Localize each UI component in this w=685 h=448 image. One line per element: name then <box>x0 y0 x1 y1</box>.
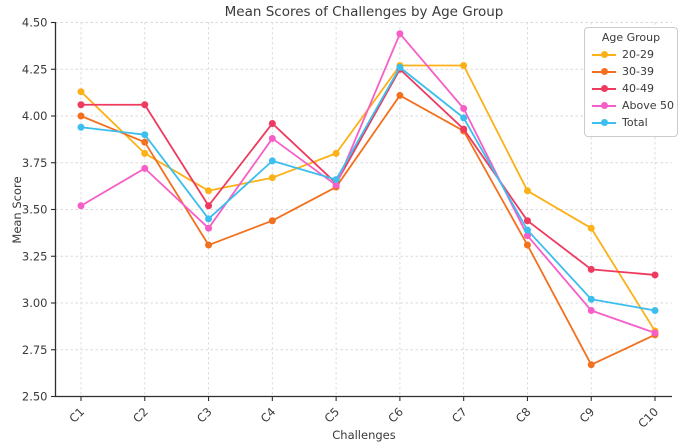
y-tick-label: 3.50 <box>22 203 48 217</box>
data-point-marker <box>332 181 340 189</box>
data-point-marker <box>205 241 213 249</box>
legend-line-dot-icon <box>592 85 616 92</box>
data-point-marker <box>77 112 85 120</box>
legend-label: 20-29 <box>622 48 654 61</box>
legend: Age Group 20-29 30-39 40-49 Above 50 Total <box>584 27 678 137</box>
series-total <box>77 63 659 314</box>
data-point-marker <box>77 101 85 109</box>
series-line <box>80 66 656 312</box>
x-axis-label: Challenges <box>332 428 396 442</box>
legend-items: 20-29 30-39 40-49 Above 50 Total <box>592 46 674 131</box>
data-point-marker <box>205 215 213 223</box>
data-point-marker <box>268 217 276 225</box>
series-line <box>80 68 656 276</box>
y-tick-label: 3.25 <box>22 249 48 263</box>
series-above-50 <box>77 30 659 337</box>
data-point-marker <box>460 125 468 133</box>
legend-line-dot-icon <box>592 51 616 58</box>
x-tick-label: C8 <box>513 405 534 426</box>
data-point-marker <box>141 101 149 109</box>
legend-line-dot-icon <box>592 102 616 109</box>
y-tick-label: 4.25 <box>22 62 48 76</box>
legend-line-dot-icon <box>592 68 616 75</box>
series-40-49 <box>77 65 659 279</box>
data-point-marker <box>587 224 595 232</box>
y-axis-label: Mean Score <box>10 176 24 244</box>
legend-label: Above 50 <box>622 99 675 112</box>
data-point-marker <box>587 306 595 314</box>
data-point-marker <box>523 187 531 195</box>
data-point-marker <box>77 123 85 131</box>
chart-title: Mean Scores of Challenges by Age Group <box>224 4 504 20</box>
data-point-marker <box>205 202 213 210</box>
data-point-marker <box>396 63 404 71</box>
x-tick-label: C3 <box>194 405 215 426</box>
series-line <box>80 64 656 332</box>
data-point-marker <box>332 149 340 157</box>
data-point-marker <box>141 164 149 172</box>
series-30-39 <box>77 91 659 369</box>
series-line <box>80 32 656 334</box>
legend-item-30-39: 30-39 <box>592 63 670 80</box>
legend-item-20-29: 20-29 <box>592 46 670 63</box>
data-point-marker <box>587 295 595 303</box>
data-point-marker <box>396 91 404 99</box>
data-point-marker <box>268 119 276 127</box>
data-point-marker <box>460 105 468 113</box>
y-tick-label: 4.00 <box>22 109 48 123</box>
data-point-marker <box>460 62 468 70</box>
x-tick-label: C10 <box>635 405 661 431</box>
legend-item-total: Total <box>592 114 670 131</box>
x-tick-labels: C1 C2 C3 C4 C5 C6 C7 C8 C9 C10 <box>66 405 661 431</box>
x-tick-label: C5 <box>321 405 342 426</box>
data-point-marker <box>268 174 276 182</box>
legend-label: Total <box>622 116 648 129</box>
legend-item-40-49: 40-49 <box>592 80 670 97</box>
x-tick-label: C4 <box>258 405 279 426</box>
data-point-marker <box>460 114 468 122</box>
legend-title: Age Group <box>601 31 661 44</box>
data-point-marker <box>205 224 213 232</box>
legend-label: 30-39 <box>622 65 654 78</box>
data-point-marker <box>523 217 531 225</box>
gridlines <box>55 22 672 397</box>
data-point-marker <box>523 226 531 234</box>
y-tick-label: 3.00 <box>22 296 48 310</box>
y-tick-label: 2.75 <box>22 343 48 357</box>
data-point-marker <box>523 232 531 240</box>
x-tick-label: C6 <box>385 405 406 426</box>
data-point-marker <box>332 176 340 184</box>
data-point-marker <box>651 329 659 337</box>
series-20-29 <box>77 62 659 335</box>
data-point-marker <box>141 131 149 139</box>
data-point-marker <box>77 202 85 210</box>
y-tick-label: 4.50 <box>22 16 48 30</box>
data-point-marker <box>587 361 595 369</box>
y-tick-label: 3.75 <box>22 156 48 170</box>
data-point-marker <box>141 138 149 146</box>
data-point-marker <box>77 88 85 96</box>
y-tick-labels: 2.50 2.75 3.00 3.25 3.50 3.75 4.00 4.25 4.50 <box>22 16 48 404</box>
data-point-marker <box>205 187 213 195</box>
data-point-marker <box>651 271 659 279</box>
legend-line-dot-icon <box>592 119 616 126</box>
tick-marks <box>51 21 656 401</box>
y-tick-label: 2.50 <box>22 390 48 404</box>
data-point-marker <box>268 157 276 165</box>
series-line <box>80 94 656 366</box>
data-point-marker <box>141 149 149 157</box>
x-tick-label: C7 <box>449 405 470 426</box>
legend-item-above-50: Above 50 <box>592 97 674 114</box>
x-tick-label: C2 <box>130 405 151 426</box>
data-point-marker <box>523 241 531 249</box>
legend-label: 40-49 <box>622 82 654 95</box>
data-point-marker <box>396 30 404 38</box>
data-point-marker <box>651 306 659 314</box>
data-point-marker <box>268 134 276 142</box>
x-tick-label: C1 <box>66 405 87 426</box>
x-tick-label: C9 <box>577 405 598 426</box>
data-point-marker <box>587 265 595 273</box>
